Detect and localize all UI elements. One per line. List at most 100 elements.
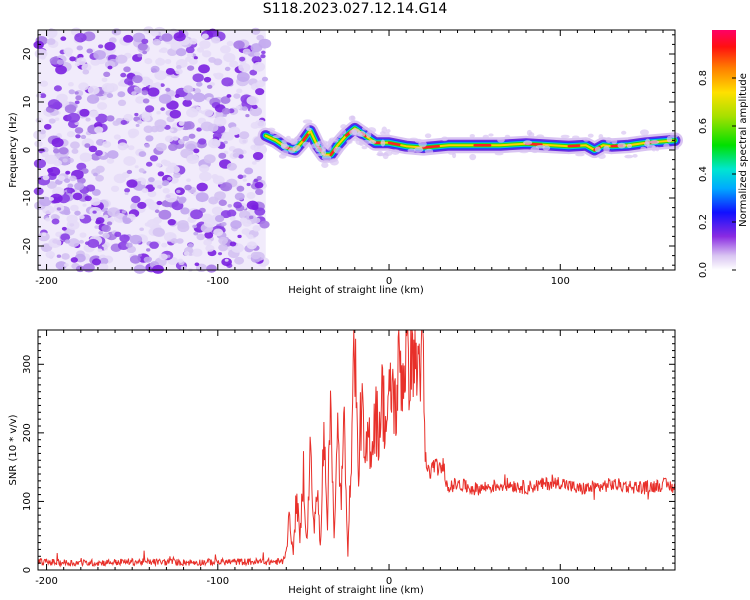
noise-blob <box>195 192 209 203</box>
noise-blob <box>226 40 234 47</box>
noise-blob <box>246 95 259 106</box>
noise-blob <box>238 137 249 145</box>
noise-blob <box>147 87 160 97</box>
ridge-speckle <box>598 134 604 140</box>
noise-blob <box>46 29 58 39</box>
noise-blob <box>117 99 127 107</box>
noise-blob <box>78 214 85 220</box>
noise-blob <box>196 106 202 111</box>
spectrogram-y-tick-label: 20 <box>22 48 33 61</box>
ridge-speckle <box>280 141 288 149</box>
noise-blob <box>70 204 79 212</box>
noise-blob <box>124 188 131 193</box>
noise-blob <box>68 89 75 95</box>
noise-blob <box>233 201 242 209</box>
noise-blob <box>43 123 52 130</box>
noise-blob <box>203 239 212 246</box>
noise-blob <box>117 91 126 98</box>
noise-blob <box>123 66 131 73</box>
noise-blob <box>119 234 130 243</box>
noise-blob <box>190 209 203 220</box>
noise-blob <box>214 197 219 202</box>
noise-blob <box>117 241 130 250</box>
noise-blob <box>244 167 254 175</box>
noise-blob <box>184 56 192 62</box>
noise-blob <box>79 108 90 117</box>
noise-blob <box>247 234 254 240</box>
noise-blob <box>48 237 62 248</box>
noise-blob <box>227 204 233 208</box>
noise-blob <box>170 238 178 244</box>
noise-blob <box>53 85 62 92</box>
noise-blob <box>141 114 151 122</box>
ridge-speckle <box>315 141 321 147</box>
noise-blob <box>218 116 224 121</box>
noise-blob <box>86 48 93 54</box>
noise-blob <box>75 134 81 139</box>
noise-blob <box>142 50 148 55</box>
ridge-speckle <box>336 133 343 139</box>
spectrogram-y-tick-label: 10 <box>22 96 33 109</box>
noise-blob <box>200 121 214 132</box>
noise-blob <box>161 200 169 207</box>
noise-blob <box>165 87 171 92</box>
noise-blob <box>221 107 231 115</box>
noise-blob <box>251 161 257 165</box>
noise-blob <box>211 206 224 216</box>
noise-blob <box>223 52 236 63</box>
noise-blob <box>88 145 98 153</box>
noise-blob <box>239 210 251 220</box>
noise-blob <box>158 49 164 53</box>
noise-blob <box>175 48 187 57</box>
ridge-speckle <box>645 138 651 145</box>
ridge-speckle <box>377 150 383 157</box>
noise-blob <box>259 220 270 229</box>
noise-blob <box>223 133 234 141</box>
noise-blob <box>196 47 205 53</box>
ridge-speckle <box>651 145 657 152</box>
noise-blob <box>124 78 133 85</box>
noise-blob <box>125 242 133 248</box>
noise-blob <box>67 112 81 123</box>
snr-x-tick-label: -100 <box>206 576 229 587</box>
noise-blob <box>165 166 175 174</box>
noise-blob <box>128 145 135 151</box>
noise-blob <box>211 36 221 44</box>
noise-blob <box>62 158 68 163</box>
noise-blob <box>218 199 227 206</box>
noise-blob <box>103 71 111 78</box>
noise-blob <box>74 210 81 216</box>
noise-blob <box>148 177 155 183</box>
noise-blob <box>152 180 164 189</box>
snr-line <box>37 329 675 568</box>
noise-blob <box>158 253 168 261</box>
noise-blob <box>154 70 167 81</box>
spectrogram-x-label: Height of straight line (km) <box>288 285 424 296</box>
noise-blob <box>82 203 87 207</box>
noise-blob <box>170 41 183 51</box>
noise-blob <box>239 56 246 62</box>
noise-blob <box>184 140 198 151</box>
colorbar-tick-label: 0.6 <box>698 118 709 134</box>
noise-blob <box>70 141 80 149</box>
noise-blob <box>213 228 224 237</box>
ridge-speckle <box>663 143 670 149</box>
noise-blob <box>91 188 101 196</box>
noise-blob <box>113 134 121 140</box>
noise-blob <box>166 100 179 110</box>
noise-blob <box>141 90 149 96</box>
noise-blob <box>237 174 244 180</box>
noise-blob <box>94 225 99 229</box>
noise-blob <box>226 162 238 171</box>
ridge-speckle <box>617 142 626 149</box>
ridge-speckle <box>424 148 434 154</box>
noise-blob <box>175 68 183 75</box>
ridge-speckle <box>302 141 310 148</box>
ridge-speckle <box>626 143 632 149</box>
noise-blob <box>184 184 192 191</box>
noise-blob <box>255 88 265 96</box>
noise-blob <box>148 201 160 211</box>
noise-blob <box>194 262 200 267</box>
noise-blob <box>147 190 157 198</box>
noise-blob <box>199 171 212 182</box>
